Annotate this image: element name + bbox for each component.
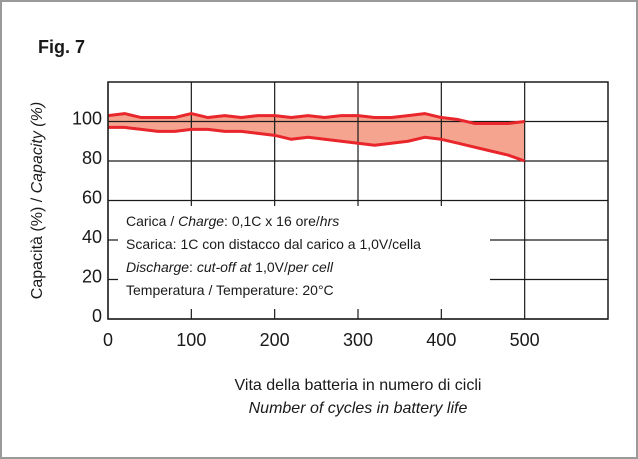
x-tick-label: 500 xyxy=(510,330,540,350)
plot-border xyxy=(107,81,609,320)
text-run: Carica / xyxy=(126,213,178,229)
y-tick-label: 60 xyxy=(82,187,102,207)
annotation-line: Scarica: 1C con distacco dal carico a 1,… xyxy=(126,236,421,252)
x-tick-label: 300 xyxy=(343,330,373,350)
text-run: Discharge xyxy=(126,259,189,275)
text-run: per cell xyxy=(287,259,334,275)
text-run: Scarica: 1C con distacco dal carico a 1,… xyxy=(126,236,421,252)
annotation-line: Discharge: cut-off at 1,0V/per cell xyxy=(126,259,334,275)
text-run: Capacità (%) / xyxy=(29,193,46,299)
series-line xyxy=(107,112,525,125)
annotation-line: Carica / Charge: 0,1C x 16 ore/hrs xyxy=(126,213,339,229)
x-tick-label: 400 xyxy=(426,330,456,350)
x-tick-label: 100 xyxy=(176,330,206,350)
text-run: 1,0V/ xyxy=(251,259,288,275)
text-run: : xyxy=(189,259,197,275)
annotation-box xyxy=(118,206,490,309)
y-tick-label: 40 xyxy=(82,227,102,247)
series-line xyxy=(108,125,526,163)
y-tick-label: 80 xyxy=(82,148,102,168)
text-run: Temperatura / Temperature: 20°C xyxy=(126,282,334,298)
text-run: Charge xyxy=(178,213,224,229)
x-axis-label: Vita della batteria in numero di cicli xyxy=(235,377,482,394)
text-run: Capacity (%) xyxy=(29,102,46,194)
text-run: : 0,1C x 16 ore/ xyxy=(224,213,320,229)
y-tick-label: 20 xyxy=(82,266,102,286)
text-run: hrs xyxy=(320,213,339,229)
y-axis-label: Capacità (%) / Capacity (%) xyxy=(29,102,46,299)
chart-title: Fig. 7 xyxy=(38,37,85,57)
x-tick-label: 0 xyxy=(103,330,113,350)
x-tick-label: 200 xyxy=(260,330,290,350)
y-tick-label: 0 xyxy=(92,306,102,326)
y-tick-label: 100 xyxy=(72,108,102,128)
text-run: cut-off at xyxy=(197,259,253,275)
x-axis-label: Number of cycles in battery life xyxy=(249,400,468,417)
annotation-line: Temperatura / Temperature: 20°C xyxy=(126,282,334,298)
